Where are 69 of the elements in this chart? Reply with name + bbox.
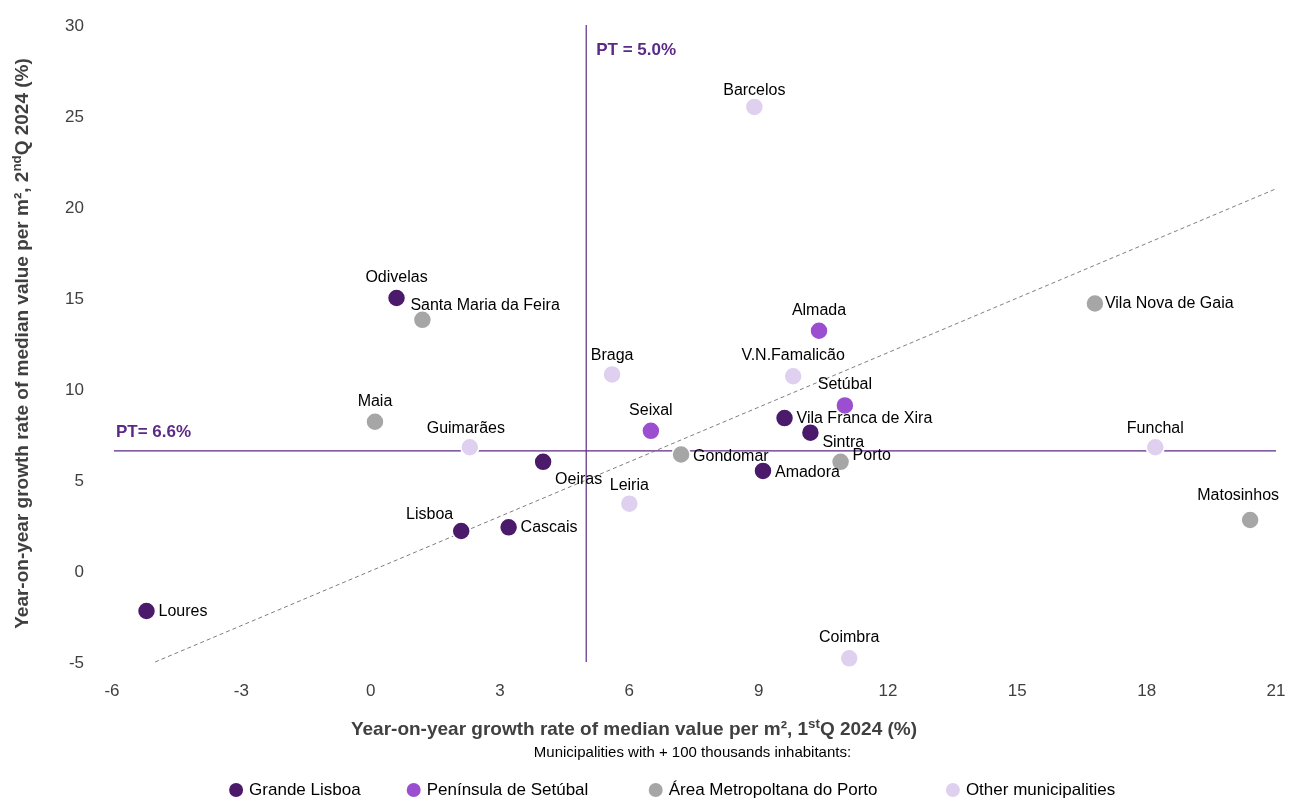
x-tick-label: 18 [1137,681,1157,700]
legend-label: Other municipalities [965,780,1116,799]
point [533,452,553,472]
x-tick-label: 12 [878,681,898,700]
annotation: Lisboa [406,504,454,522]
point [800,422,821,443]
y-tick-label: 20 [65,197,84,217]
x-tick-label: -6 [104,681,120,700]
annotation: Guimarães [426,419,505,437]
point [412,310,433,330]
x-tick-label: 6 [624,681,635,700]
annotation: Coimbra [818,628,880,646]
point [744,97,765,117]
legend-label: Grande Lisboa [249,780,362,799]
point [774,408,795,428]
point [460,437,480,457]
x-tick-label: 15 [1007,681,1027,700]
y-tick-label: 30 [65,15,84,35]
x-tick-label: -3 [233,681,249,700]
legend-title: Municipalities with + 100 thousands inhabitants: [533,743,852,760]
y-tick-label: 15 [65,288,84,308]
annotation: Gondomar [693,446,770,464]
y-tick-label: 25 [65,106,84,126]
y-tick-label: 5 [74,470,84,490]
annotation: Maia [357,391,393,409]
annotation: Funchal [1126,419,1184,437]
point [498,517,519,538]
legend-label: Área Metropoltana do Porto [668,780,878,799]
x-tick-label: 21 [1266,681,1286,700]
point [1240,510,1260,530]
point [451,521,471,541]
point [386,288,407,308]
ref-line-label: PT= 6.6% [116,421,192,441]
point [136,601,157,621]
annotation: Braga [590,346,634,364]
point [809,321,829,341]
annotation: V.N.Famalicão [741,346,845,364]
y-tick-label: 10 [65,379,84,399]
point [365,412,385,432]
annotation: Vila Franca de Xira [796,409,933,427]
point [1085,293,1105,314]
point [602,364,622,385]
legend-label: Península de Setúbal [426,780,589,799]
x-tick-label: 0 [365,681,376,700]
annotation: Leiria [609,475,649,493]
point [641,421,661,441]
point [783,366,803,387]
y-tick-label: 0 [74,561,84,581]
annotation: Setúbal [817,375,873,393]
point [1145,437,1166,457]
annotation: Loures [158,602,208,620]
x-axis-title: Year-on-year growth rate of median value per m², 1$^{st}$Q 2024 (%) [350,715,918,739]
annotation: Matosinhos [1197,486,1280,504]
annotation: Santa Maria da Feira [410,295,560,313]
y-tick-label: -5 [68,652,84,672]
annotation: Cascais [520,518,578,536]
x-tick-label: 9 [753,681,764,700]
annotation: Seixal [629,400,673,418]
ref-line-label: PT = 5.0% [596,40,677,59]
point [619,493,640,514]
point [839,648,859,669]
point [671,444,691,465]
annotation: Odivelas [365,268,428,285]
annotation: Amadora [774,462,840,480]
x-tick-label: 3 [495,681,505,700]
annotation: Vila Nova de Gaia [1104,294,1234,312]
annotation: Almada [791,300,847,318]
point [753,461,773,481]
annotation: Barcelos [723,80,786,98]
